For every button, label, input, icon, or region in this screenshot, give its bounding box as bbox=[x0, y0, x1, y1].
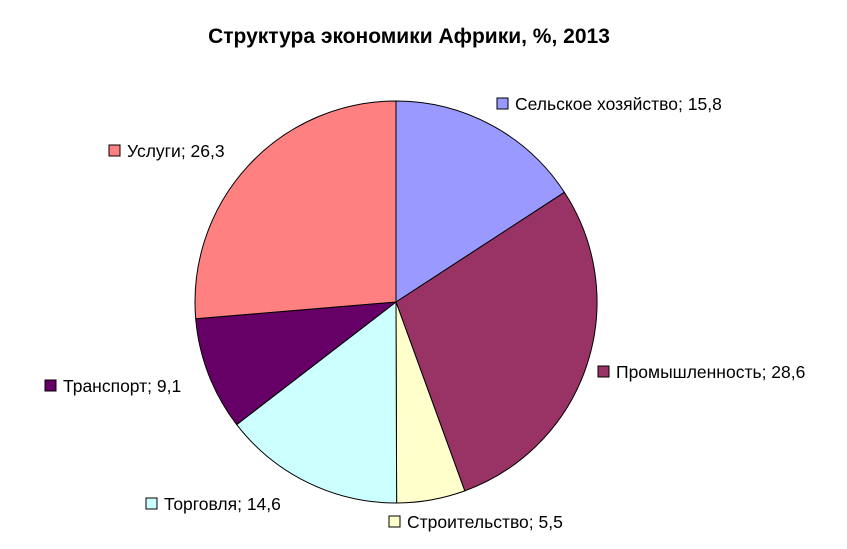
data-label-swatch-6 bbox=[108, 144, 121, 157]
data-label-text-3: Строительство; 5,5 bbox=[407, 512, 563, 532]
chart-title: Структура экономики Африки, %, 2013 bbox=[208, 25, 610, 48]
data-label-2: Промышленность; 28,6 bbox=[597, 362, 805, 382]
data-label-swatch-4 bbox=[145, 497, 158, 510]
pie-slice-1 bbox=[395, 100, 565, 303]
pie-data-labels: Сельское хозяйство; 15,8 Промышленность; … bbox=[44, 94, 805, 532]
data-label-1: Сельское хозяйство; 15,8 bbox=[496, 94, 722, 114]
data-label-swatch-5 bbox=[44, 379, 57, 392]
data-label-swatch-3 bbox=[388, 515, 401, 528]
pie-slice-4 bbox=[236, 301, 398, 504]
data-label-text-6: Услуги; 26,3 bbox=[127, 141, 225, 161]
data-label-text-1: Сельское хозяйство; 15,8 bbox=[515, 94, 722, 114]
data-label-swatch-1 bbox=[496, 97, 509, 110]
data-label-text-2: Промышленность; 28,6 bbox=[616, 362, 805, 382]
pie-slices bbox=[194, 100, 598, 504]
pie-slice-5 bbox=[195, 301, 397, 426]
data-label-6: Услуги; 26,3 bbox=[108, 141, 225, 161]
pie-slice-2 bbox=[395, 191, 598, 492]
data-label-text-5: Транспорт; 9,1 bbox=[63, 376, 181, 396]
data-label-4: Торговля; 14,6 bbox=[145, 494, 281, 514]
data-label-text-4: Торговля; 14,6 bbox=[164, 494, 281, 514]
data-label-5: Транспорт; 9,1 bbox=[44, 376, 181, 396]
pie-slice-6 bbox=[194, 100, 397, 320]
data-label-3: Строительство; 5,5 bbox=[388, 512, 563, 532]
data-label-swatch-2 bbox=[597, 365, 610, 378]
